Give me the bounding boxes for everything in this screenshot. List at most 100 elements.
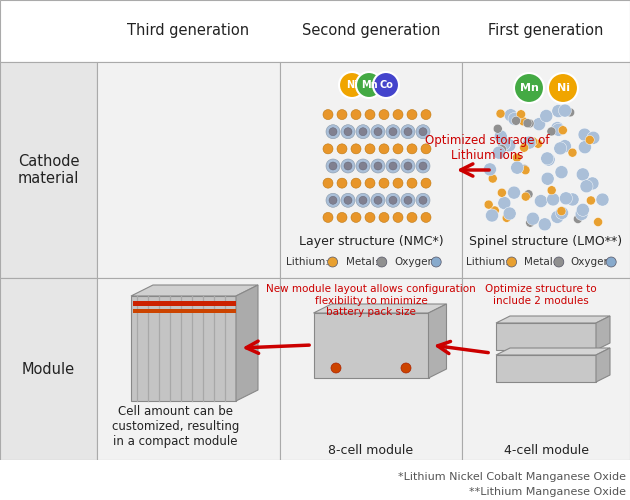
Circle shape — [551, 122, 564, 134]
Circle shape — [508, 112, 521, 126]
Circle shape — [331, 363, 341, 373]
Text: Oxygen:: Oxygen: — [571, 257, 614, 267]
Circle shape — [483, 163, 496, 176]
Circle shape — [548, 73, 578, 103]
Circle shape — [404, 128, 412, 136]
Circle shape — [401, 363, 411, 373]
Circle shape — [356, 124, 370, 138]
Circle shape — [568, 148, 577, 157]
Circle shape — [421, 178, 431, 188]
Circle shape — [329, 196, 337, 204]
Circle shape — [576, 168, 589, 181]
Polygon shape — [314, 304, 447, 313]
Circle shape — [586, 177, 599, 190]
Text: Ni: Ni — [556, 83, 570, 93]
Circle shape — [519, 117, 528, 126]
Circle shape — [407, 110, 417, 120]
Circle shape — [323, 110, 333, 120]
Circle shape — [407, 212, 417, 222]
Circle shape — [573, 214, 582, 224]
Circle shape — [558, 140, 571, 152]
Circle shape — [379, 212, 389, 222]
Polygon shape — [236, 285, 258, 401]
Circle shape — [393, 212, 403, 222]
Bar — [0, 62, 97, 278]
Circle shape — [493, 124, 502, 133]
Circle shape — [554, 142, 567, 155]
Circle shape — [558, 104, 571, 117]
Circle shape — [379, 110, 389, 120]
Circle shape — [344, 128, 352, 136]
Bar — [132, 309, 236, 313]
Text: Oxygen:: Oxygen: — [395, 257, 438, 267]
Circle shape — [374, 162, 382, 170]
Circle shape — [374, 196, 382, 204]
Circle shape — [365, 212, 375, 222]
Circle shape — [407, 144, 417, 154]
Circle shape — [379, 144, 389, 154]
Circle shape — [421, 110, 431, 120]
Circle shape — [337, 144, 347, 154]
Circle shape — [351, 212, 361, 222]
Circle shape — [578, 128, 591, 141]
Circle shape — [344, 162, 352, 170]
Bar — [496, 323, 596, 350]
Text: Ni: Ni — [346, 80, 358, 90]
Bar — [0, 278, 97, 460]
Circle shape — [498, 138, 511, 150]
Circle shape — [486, 209, 498, 222]
Text: *Lithium Nickel Cobalt Manganese Oxide: *Lithium Nickel Cobalt Manganese Oxide — [398, 472, 626, 482]
Circle shape — [386, 194, 400, 207]
Circle shape — [585, 136, 594, 144]
Circle shape — [587, 196, 595, 205]
Polygon shape — [596, 316, 610, 350]
Text: Layer structure (NMC*): Layer structure (NMC*) — [299, 236, 444, 248]
Circle shape — [534, 194, 547, 207]
Circle shape — [529, 137, 537, 146]
Circle shape — [359, 196, 367, 204]
Circle shape — [386, 124, 400, 138]
Bar — [462, 278, 630, 460]
Circle shape — [542, 153, 555, 166]
Circle shape — [416, 159, 430, 173]
Circle shape — [575, 208, 588, 220]
Circle shape — [373, 72, 399, 98]
Circle shape — [498, 144, 507, 154]
Circle shape — [389, 162, 397, 170]
Circle shape — [498, 196, 511, 209]
Circle shape — [596, 193, 609, 206]
Circle shape — [520, 164, 529, 173]
Circle shape — [547, 127, 556, 136]
Circle shape — [404, 162, 412, 170]
Bar — [97, 62, 280, 278]
Circle shape — [337, 178, 347, 188]
Circle shape — [557, 206, 566, 216]
Text: Lithium:: Lithium: — [466, 257, 509, 267]
Circle shape — [576, 204, 590, 216]
Circle shape — [416, 194, 430, 207]
Text: Spinel structure (LMO**): Spinel structure (LMO**) — [469, 236, 622, 248]
Text: Cell amount can be
customized, resulting
in a compact module: Cell amount can be customized, resulting… — [112, 405, 239, 448]
Bar — [132, 301, 236, 306]
Bar — [280, 278, 462, 460]
Circle shape — [520, 143, 529, 152]
Circle shape — [488, 174, 497, 183]
Circle shape — [497, 188, 507, 197]
Circle shape — [525, 218, 535, 227]
Circle shape — [547, 186, 556, 195]
Circle shape — [421, 144, 431, 154]
Circle shape — [359, 128, 367, 136]
Circle shape — [503, 139, 516, 152]
Circle shape — [419, 162, 427, 170]
Circle shape — [337, 110, 347, 120]
Text: Co: Co — [379, 80, 393, 90]
Circle shape — [344, 196, 352, 204]
Circle shape — [323, 144, 333, 154]
Circle shape — [495, 130, 507, 143]
Circle shape — [496, 109, 505, 118]
Circle shape — [329, 128, 337, 136]
Bar — [0, 0, 630, 62]
Circle shape — [326, 194, 340, 207]
Circle shape — [386, 159, 400, 173]
Circle shape — [490, 206, 499, 215]
